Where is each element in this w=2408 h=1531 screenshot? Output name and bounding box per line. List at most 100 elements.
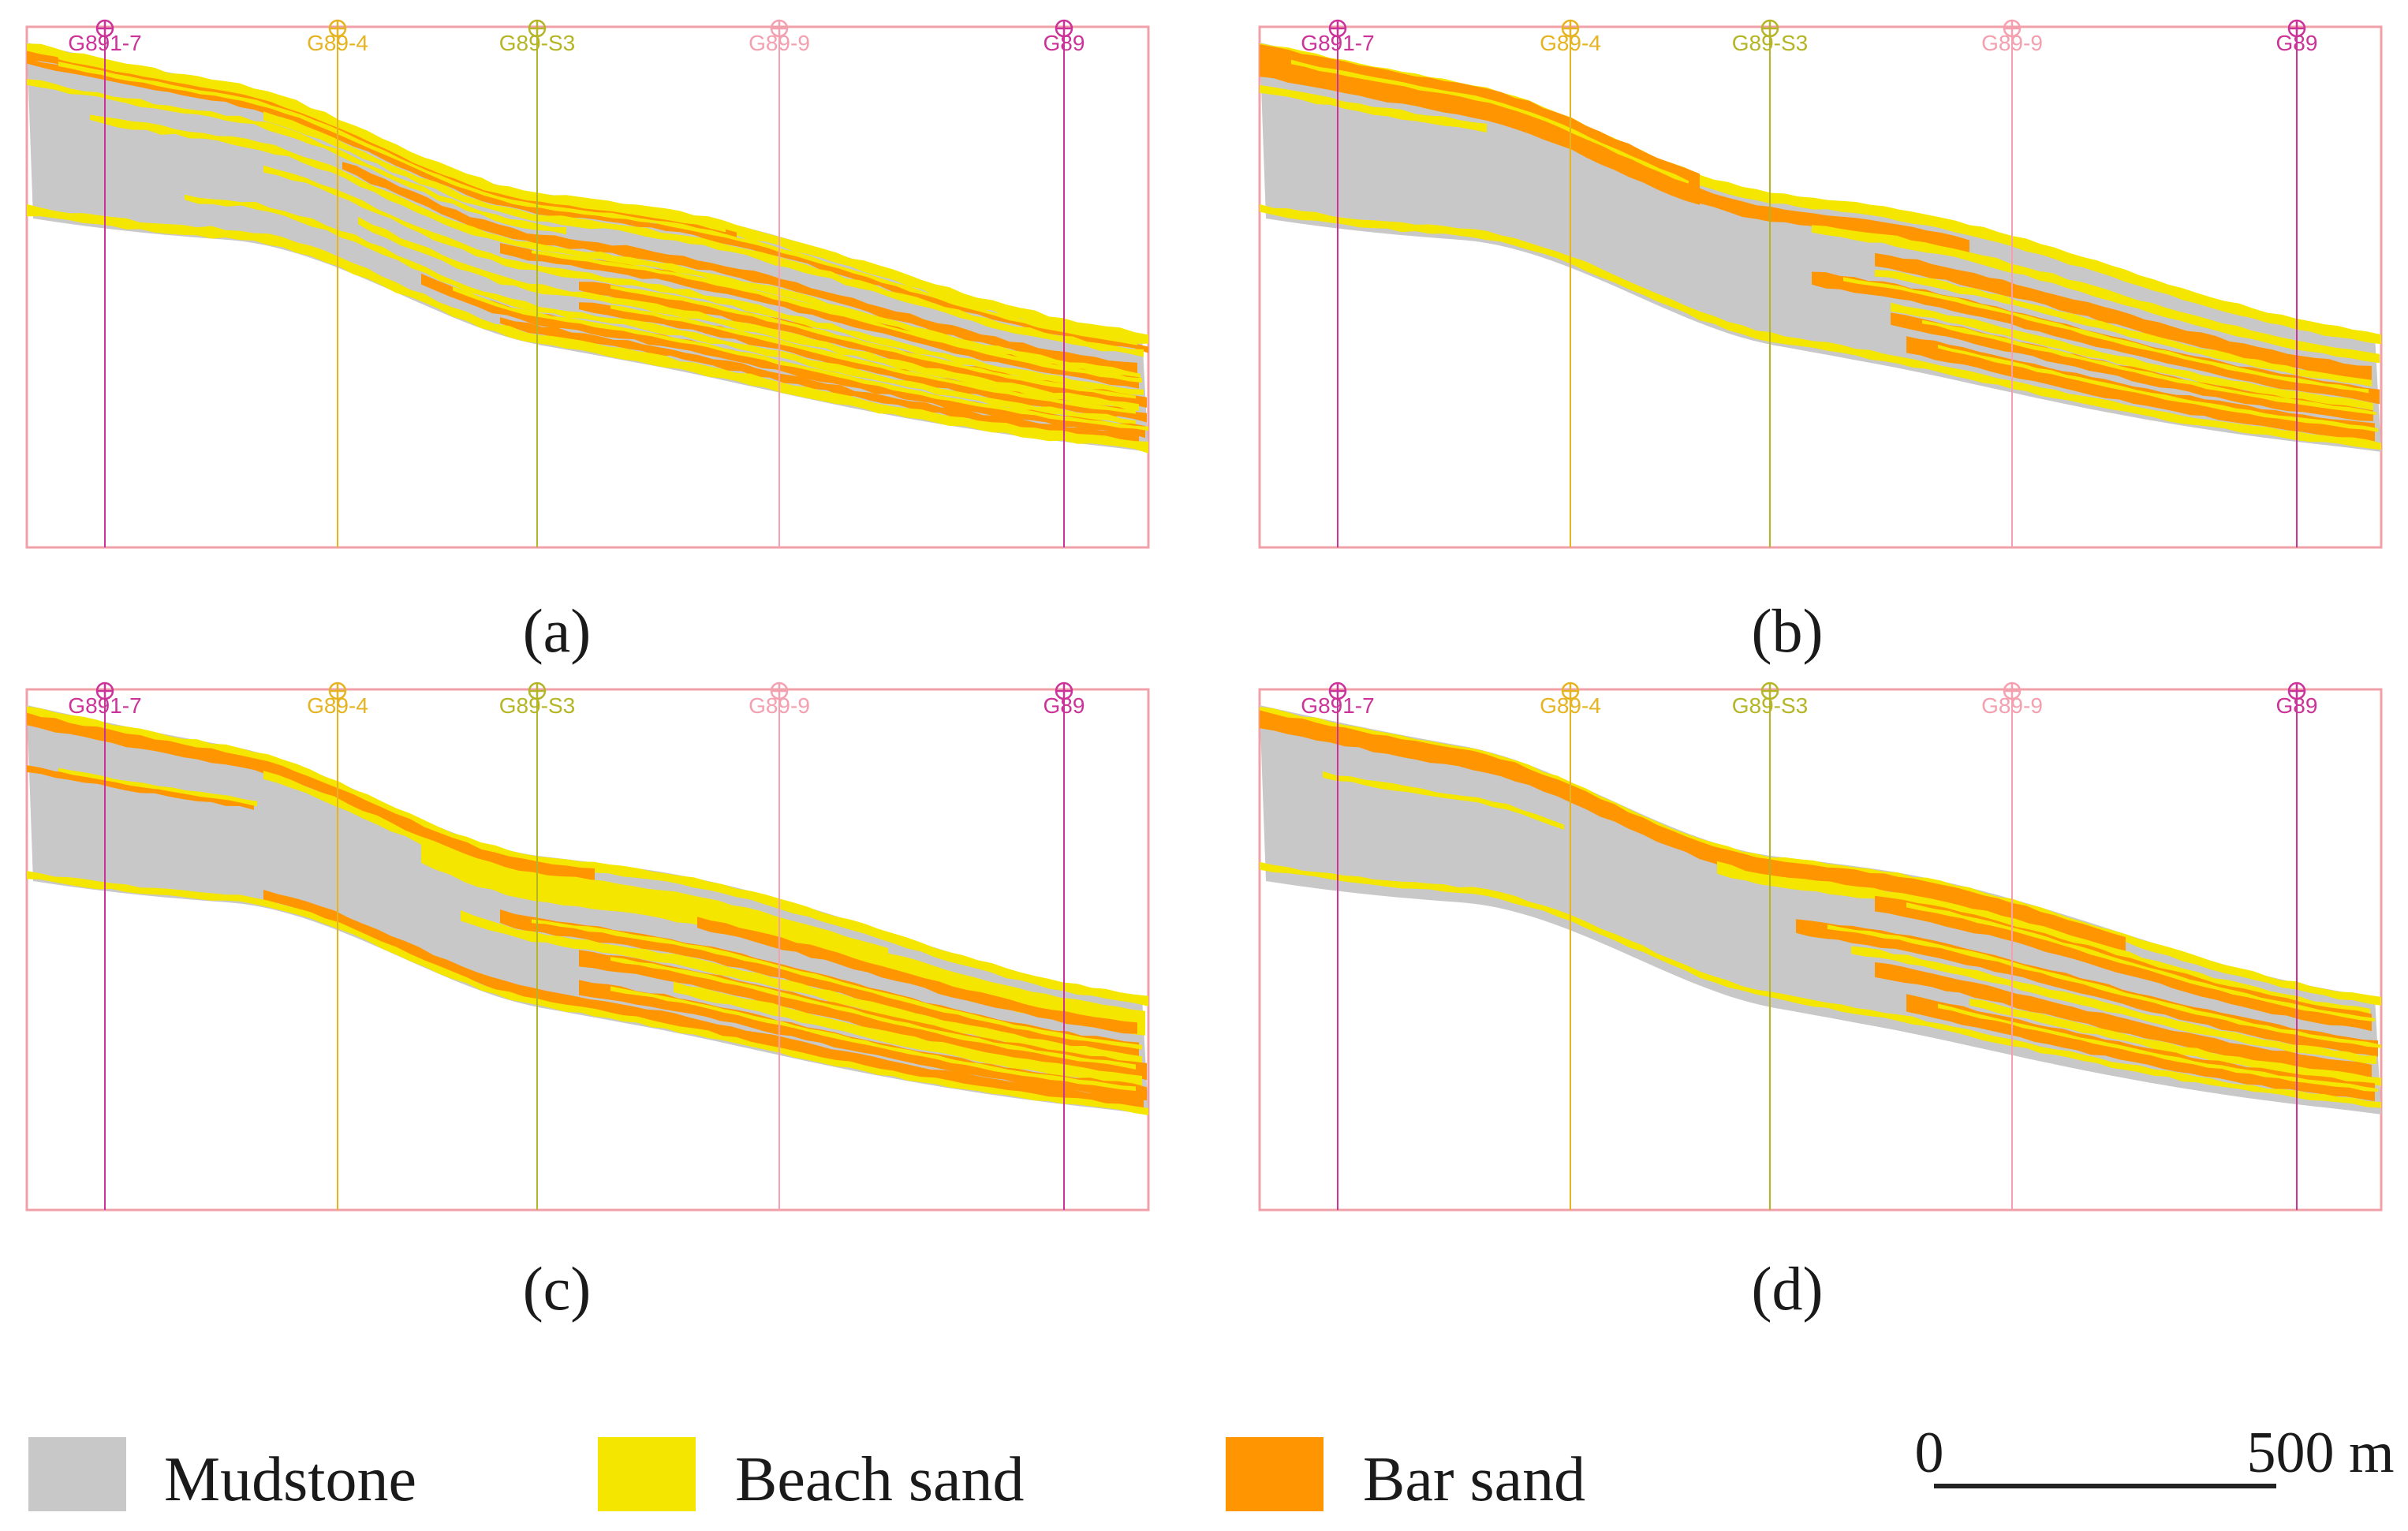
panel-d-well-label: G89-S3	[1732, 693, 1809, 718]
panel-a-caption: (a)	[523, 596, 592, 665]
panel-b-beach-sand-band	[1812, 225, 2380, 364]
panel-c-well-symbol-icon	[1055, 681, 1073, 700]
panel-b-well-symbol-icon	[1760, 19, 1779, 38]
panel-d-bar-sand-band	[1796, 919, 2378, 1057]
panel-b-well-symbol-icon	[1561, 19, 1580, 38]
panel-b-well-label: G89-S3	[1732, 31, 1809, 55]
panel-d-well-label: G89-4	[1540, 693, 1601, 718]
panel-c-well-symbol-icon	[770, 681, 789, 700]
panel-d-well-symbol-icon	[2003, 681, 2022, 700]
legend-label-beach-sand: Beach sand	[735, 1445, 1025, 1514]
panel-d-well-label: G89	[2276, 693, 2318, 718]
panel-c-well-label: G89-4	[307, 693, 368, 718]
panel-b-frame	[1258, 25, 2383, 549]
panel-b-well-label: G89-4	[1540, 31, 1601, 55]
panel-d-beach-sand-band	[1323, 771, 1564, 830]
legend: Mudstone Beach sand Bar sand	[28, 1437, 1585, 1514]
panel-d-well-symbol-icon	[1561, 681, 1580, 700]
panel-c-caption: (c)	[523, 1254, 592, 1323]
panel-d-beach-sand-band	[1851, 946, 2376, 1065]
panel-a-well-label: G891-7	[68, 31, 141, 55]
panel-d-beach-sand-band	[1969, 999, 2381, 1086]
legend-label-mudstone: Mudstone	[164, 1445, 416, 1514]
legend-swatch-beach-sand	[598, 1437, 696, 1511]
panel-d-section	[1260, 705, 2381, 1115]
panel-b-beach-sand-band	[1875, 270, 2372, 387]
panel-a-well-label: G89	[1043, 31, 1085, 55]
legend-swatch-bar-sand	[1226, 1437, 1323, 1511]
panel-c-bar-sand-band	[27, 712, 595, 883]
panel-d-well-label: G891-7	[1301, 693, 1374, 718]
panel-c-beach-sand-band	[27, 706, 1148, 1006]
panel-d-frame	[1258, 688, 2383, 1212]
panel-a-beach-sand-rim	[58, 62, 1137, 345]
panel-a-beach-sand-band	[90, 114, 1141, 380]
panel-a-well-label: G89-9	[749, 31, 810, 55]
panel-a-bar-sand-band	[421, 273, 1145, 439]
panel-b-well-label: G89	[2276, 31, 2318, 55]
panel-b-bar-sand-band	[1875, 252, 2372, 382]
panel-d-beach-sand-rim	[1827, 924, 2381, 1048]
panel-c-well-symbol-icon	[528, 681, 547, 700]
panel-a-section	[27, 43, 1148, 454]
panel-c-beach-sand-band	[674, 981, 1142, 1086]
panel-b-beach-sand-band	[1260, 43, 2381, 345]
panel-d-bar-sand-band	[1875, 962, 2372, 1077]
panel-c-well-symbol-icon	[328, 681, 347, 700]
panel-c: G891-7 G89-4 G89-S3 G89-9 G89 (c)	[25, 681, 1150, 1323]
panel-a-bar-sand-band	[27, 58, 1148, 353]
panel-a-beach-sand-band	[27, 204, 1148, 454]
panel-a-well-symbol-icon	[328, 19, 347, 38]
panel-d-bar-sand-band	[1260, 710, 2126, 954]
panel-a-beach-sand-rim	[610, 285, 1136, 399]
panel-b-section	[1260, 43, 2381, 452]
legend-label-bar-sand: Bar sand	[1363, 1445, 1585, 1514]
panel-d-beach-sand-rim	[1906, 902, 2375, 1022]
panel-a-beach-sand-rim	[610, 304, 1136, 414]
panel-d-well-symbol-icon	[1760, 681, 1779, 700]
panel-b-well-symbol-icon	[2287, 19, 2306, 38]
panel-b-well-symbol-icon	[2003, 19, 2022, 38]
panel-b-well-label: G89-9	[1981, 31, 2043, 55]
panel-c-well-label: G89-S3	[499, 693, 576, 718]
panel-b-beach-sand-rim	[1843, 277, 2369, 394]
panel-a-well-label: G89-4	[307, 31, 368, 55]
panel-a-frame	[25, 25, 1150, 549]
panel-d-well-symbol-icon	[1328, 681, 1347, 700]
panel-a-beach-sand-band	[27, 43, 1148, 344]
panel-d-caption: (d)	[1752, 1254, 1824, 1323]
panel-d: G891-7 G89-4 G89-S3 G89-9 G89 (d)	[1258, 681, 2383, 1323]
panel-b-well-label: G891-7	[1301, 31, 1374, 55]
legend-swatch-mudstone	[28, 1437, 126, 1511]
panel-c-beach-sand-rim	[610, 957, 1136, 1070]
panel-d-well-label: G89-9	[1981, 693, 2043, 718]
panel-c-well-label: G89-9	[749, 693, 810, 718]
panel-c-section	[27, 705, 1148, 1115]
panel-a: G891-7 G89-4 G89-S3 G89-9 G89 (a)	[25, 19, 1150, 665]
panel-a-bar-sand-band	[342, 162, 1137, 375]
panel-a-beach-sand-rim	[532, 250, 1142, 383]
panel-a-bar-sand-band	[500, 317, 1139, 443]
panel-c-beach-sand-band	[461, 910, 1142, 1065]
panel-c-frame	[25, 688, 1150, 1212]
panel-d-mudstone-body	[1260, 705, 2381, 1115]
panel-a-beach-sand-rim	[58, 55, 726, 233]
panel-d-well-symbol-icon	[2287, 681, 2306, 700]
scale-bar-start-label: 0	[1915, 1421, 1944, 1485]
panel-b: G891-7 G89-4 G89-S3 G89-9 G89 (b)	[1258, 19, 2383, 665]
panel-a-well-symbol-icon	[528, 19, 547, 38]
panel-b-bar-sand-band	[1260, 44, 1700, 205]
panel-b-well-symbol-icon	[1328, 19, 1347, 38]
panel-b-mudstone-body	[1260, 43, 2381, 452]
scale-bar: 0 500 m	[1915, 1421, 2395, 1488]
panel-a-well-symbol-icon	[95, 19, 114, 38]
panel-b-beach-sand-band	[1260, 84, 1487, 133]
panel-a-well-label: G89-S3	[499, 31, 576, 55]
scale-bar-end-label: 500 m	[2246, 1421, 2394, 1485]
panel-b-beach-sand-rim	[1922, 319, 2376, 415]
panel-c-bar-sand-band	[697, 917, 1137, 1034]
panel-c-well-label: G89	[1043, 693, 1085, 718]
panel-b-beach-sand-rim	[1938, 345, 2378, 432]
panel-c-well-symbol-icon	[95, 681, 114, 700]
panel-a-well-symbol-icon	[1055, 19, 1073, 38]
